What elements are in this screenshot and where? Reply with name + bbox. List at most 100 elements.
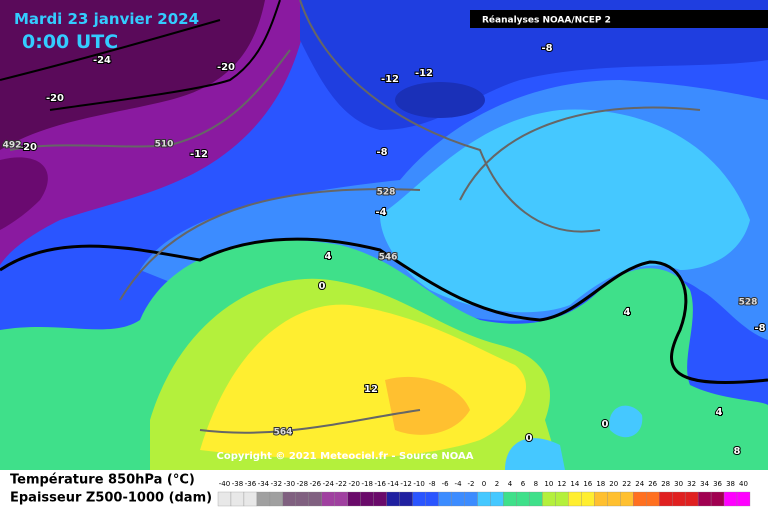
scale-cell <box>633 491 647 507</box>
temperature-label: -8 <box>754 323 765 334</box>
temperature-label: 12 <box>364 384 378 395</box>
temperature-label: -8 <box>541 43 552 54</box>
scale-label: 32 <box>687 480 696 488</box>
copyright: Copyright © 2021 Meteociel.fr - Source N… <box>217 451 474 462</box>
temperature-label: -24 <box>93 55 111 66</box>
temperature-label: -8 <box>376 147 387 158</box>
temperature-label: -20 <box>217 62 235 73</box>
scale-cell <box>373 491 387 507</box>
scale-cell <box>646 491 660 507</box>
scale-label: 6 <box>521 480 526 488</box>
thickness-label: 528 <box>377 188 396 198</box>
scale-cell <box>256 491 271 507</box>
scale-label: -14 <box>387 480 399 488</box>
scale-label: 22 <box>622 480 631 488</box>
scale-cell <box>529 491 543 507</box>
temperature-label: -12 <box>190 149 208 160</box>
temperature-label: 0 <box>319 281 326 292</box>
source-box <box>470 10 768 28</box>
temperature-label: -20 <box>19 142 37 153</box>
scale-cell <box>243 491 258 507</box>
scale-cell <box>295 491 309 507</box>
scale-cell <box>334 491 348 507</box>
scale-label: 2 <box>495 480 499 488</box>
time: 0:00 UTC <box>22 31 118 53</box>
scale-cell <box>659 491 673 507</box>
scale-label: -10 <box>413 480 424 488</box>
scale-cell <box>581 491 595 507</box>
scale-cell <box>230 491 245 507</box>
scale-label: -24 <box>323 480 335 488</box>
scale-label: -20 <box>349 480 360 488</box>
scale-cell <box>490 491 504 507</box>
scale-label: 8 <box>534 480 538 488</box>
temperature-label: -12 <box>415 68 433 79</box>
scale-cell <box>568 491 582 507</box>
very-cold-region <box>0 0 265 150</box>
scale-label: -36 <box>245 480 257 488</box>
scale-label: 30 <box>674 480 683 488</box>
orange <box>385 376 470 435</box>
scale-cell <box>360 491 374 507</box>
scale-cell <box>282 491 297 507</box>
thickness-label: 546 <box>379 253 398 263</box>
scale-cell <box>269 491 284 507</box>
scale-label: 36 <box>713 480 722 488</box>
temperature-label: 0 <box>602 419 609 430</box>
scale-cell <box>555 491 569 507</box>
scale-label: -16 <box>374 480 386 488</box>
scale-label: 38 <box>726 480 735 488</box>
scale-label: 28 <box>661 480 670 488</box>
scale-label: 34 <box>700 480 709 488</box>
thickness-contour <box>9 0 701 434</box>
scale-cell <box>736 491 751 507</box>
scale-label: 14 <box>570 480 579 488</box>
thickness-label: 564 <box>274 428 293 438</box>
scale-label: -8 <box>429 480 436 488</box>
scale-label: -6 <box>442 480 450 488</box>
scale-cell <box>594 491 608 507</box>
scale-cell <box>321 491 335 507</box>
scale-cell <box>412 491 426 507</box>
scale-label: -30 <box>284 480 295 488</box>
temperature-label: 0 <box>526 433 533 444</box>
temperature-label: -4 <box>375 207 386 218</box>
contour <box>0 0 281 111</box>
thickness-label: 492 <box>3 141 22 151</box>
scale-label: -22 <box>336 480 347 488</box>
scale-label: -34 <box>258 480 270 488</box>
scale-cell <box>607 491 621 507</box>
scale-label: 10 <box>544 480 553 488</box>
temperature-label: 4 <box>716 407 723 418</box>
scale-cell <box>542 491 556 507</box>
scale-cell <box>464 491 478 507</box>
scale-label: 18 <box>596 480 605 488</box>
cold-pool <box>609 405 643 438</box>
scale-label: 4 <box>508 480 513 488</box>
thickness-label: 510 <box>155 140 174 150</box>
scale-cell <box>451 491 465 507</box>
scale-label: 24 <box>635 480 644 488</box>
scale-label: -2 <box>468 480 475 488</box>
cold-pool <box>505 438 565 470</box>
scale-cell <box>399 491 413 507</box>
scale-label: -4 <box>455 480 463 488</box>
temperature-label: 4 <box>624 307 631 318</box>
scale-cell <box>477 491 491 507</box>
scale-cell <box>620 491 634 507</box>
temperature-label: 8 <box>734 446 741 457</box>
scale-label: 40 <box>739 480 748 488</box>
zero-contour <box>0 237 768 385</box>
scale-cell <box>671 491 686 507</box>
temperature-label: -12 <box>381 74 399 85</box>
temperature-label: -20 <box>46 93 64 104</box>
deep-core <box>395 82 485 118</box>
scale-cell <box>710 491 725 507</box>
scale-label: 16 <box>583 480 592 488</box>
legend-thickness: Epaisseur Z500-1000 (dam) <box>10 491 212 506</box>
scale-label: 20 <box>609 480 618 488</box>
scale-cell <box>697 491 712 507</box>
scale-cell <box>425 491 439 507</box>
scale-label: 0 <box>482 480 486 488</box>
temperature-label: 4 <box>325 251 332 262</box>
